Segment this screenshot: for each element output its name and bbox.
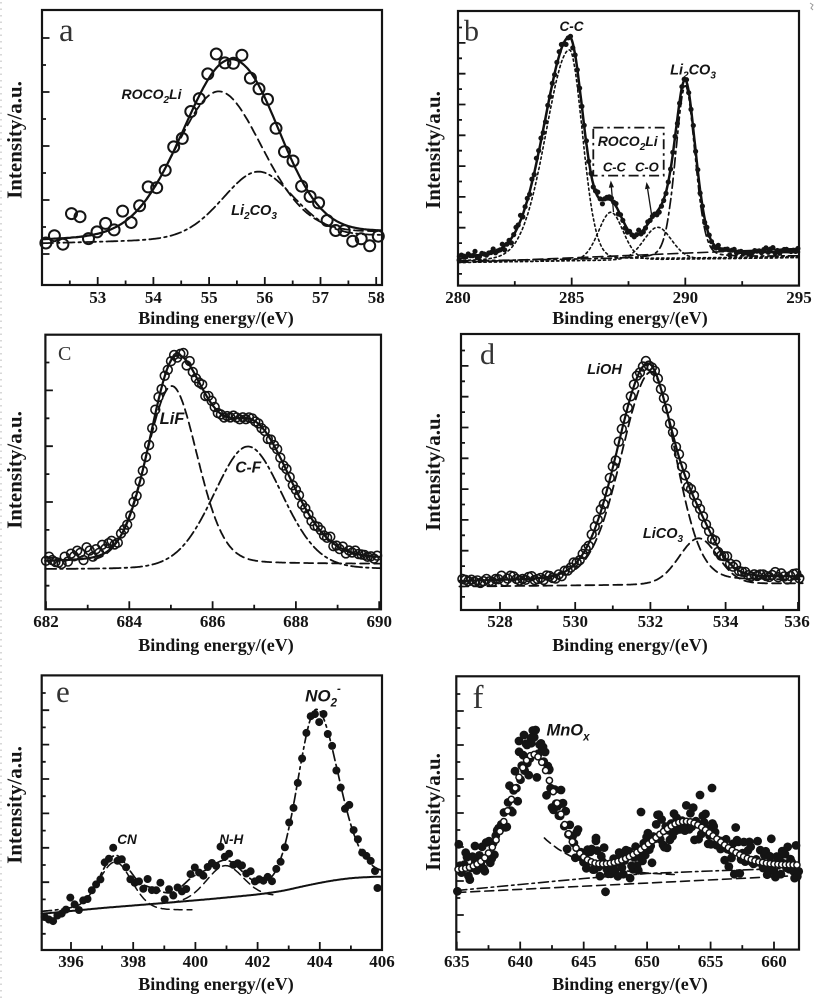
svg-text:650: 650 bbox=[634, 952, 660, 971]
svg-text:Intensity/a.u.: Intensity/a.u. bbox=[421, 753, 445, 871]
svg-text:LiCO3: LiCO3 bbox=[643, 526, 684, 545]
svg-text:53: 53 bbox=[89, 288, 106, 307]
svg-text:56: 56 bbox=[256, 288, 273, 307]
svg-text:406: 406 bbox=[369, 952, 395, 971]
svg-text:MnOx: MnOx bbox=[546, 722, 590, 744]
svg-text:536: 536 bbox=[784, 612, 810, 631]
svg-text:640: 640 bbox=[508, 952, 534, 971]
svg-text:Intensity/a.u.: Intensity/a.u. bbox=[421, 413, 445, 531]
svg-text:682: 682 bbox=[33, 612, 59, 631]
svg-text:528: 528 bbox=[487, 612, 513, 631]
svg-text:645: 645 bbox=[571, 952, 597, 971]
svg-text:55: 55 bbox=[201, 288, 218, 307]
svg-text:f: f bbox=[473, 680, 484, 716]
svg-text:655: 655 bbox=[698, 952, 724, 971]
svg-text:Binding energy/(eV): Binding energy/(eV) bbox=[552, 635, 708, 656]
svg-text:398: 398 bbox=[120, 952, 146, 971]
svg-text:e: e bbox=[56, 674, 70, 709]
svg-text:285: 285 bbox=[559, 288, 585, 307]
svg-text:688: 688 bbox=[283, 612, 309, 631]
svg-text:C-O: C-O bbox=[635, 160, 659, 175]
svg-text:Intensity/a.u.: Intensity/a.u. bbox=[3, 81, 27, 199]
svg-text:C: C bbox=[58, 343, 71, 365]
svg-text:402: 402 bbox=[245, 952, 271, 971]
svg-text:C-C: C-C bbox=[560, 19, 584, 34]
svg-text:684: 684 bbox=[117, 612, 143, 631]
svg-text:686: 686 bbox=[200, 612, 226, 631]
svg-text:660: 660 bbox=[761, 952, 787, 971]
svg-text:C-C: C-C bbox=[603, 160, 627, 175]
svg-text:Binding energy/(eV): Binding energy/(eV) bbox=[138, 974, 294, 995]
svg-text:400: 400 bbox=[183, 952, 209, 971]
svg-text:54: 54 bbox=[145, 288, 163, 307]
svg-text:396: 396 bbox=[58, 952, 84, 971]
svg-text:CN: CN bbox=[117, 832, 137, 847]
svg-text:Intensity/a.u.: Intensity/a.u. bbox=[3, 746, 27, 864]
svg-text:404: 404 bbox=[307, 952, 333, 971]
svg-text:Intensity/a.u.: Intensity/a.u. bbox=[421, 91, 445, 209]
svg-text:Binding energy/(eV): Binding energy/(eV) bbox=[138, 635, 294, 656]
svg-text:295: 295 bbox=[786, 288, 812, 307]
svg-text:LiF: LiF bbox=[160, 410, 186, 428]
svg-text:C-F: C-F bbox=[235, 460, 261, 477]
svg-text:Intensity/a.u.: Intensity/a.u. bbox=[3, 411, 27, 529]
svg-text:N-H: N-H bbox=[219, 832, 243, 847]
svg-text:LiOH: LiOH bbox=[587, 362, 622, 378]
svg-text:58: 58 bbox=[368, 288, 385, 307]
svg-text:532: 532 bbox=[638, 612, 664, 631]
svg-text:530: 530 bbox=[562, 612, 588, 631]
svg-text:Binding energy/(eV): Binding energy/(eV) bbox=[138, 308, 294, 329]
svg-text:290: 290 bbox=[673, 288, 699, 307]
svg-text:Li2CO3: Li2CO3 bbox=[231, 203, 277, 222]
svg-text:57: 57 bbox=[312, 288, 330, 307]
svg-text:534: 534 bbox=[713, 612, 739, 631]
svg-text:Binding energy/(eV): Binding energy/(eV) bbox=[552, 974, 708, 995]
svg-text:635: 635 bbox=[444, 952, 470, 971]
svg-text:690: 690 bbox=[366, 612, 392, 631]
svg-text:d: d bbox=[480, 338, 495, 371]
svg-text:a: a bbox=[59, 13, 74, 49]
svg-text:280: 280 bbox=[445, 288, 471, 307]
svg-text:Binding energy/(eV): Binding energy/(eV) bbox=[552, 308, 708, 329]
svg-text:b: b bbox=[464, 15, 479, 48]
svg-text:Li2CO3: Li2CO3 bbox=[670, 63, 716, 82]
